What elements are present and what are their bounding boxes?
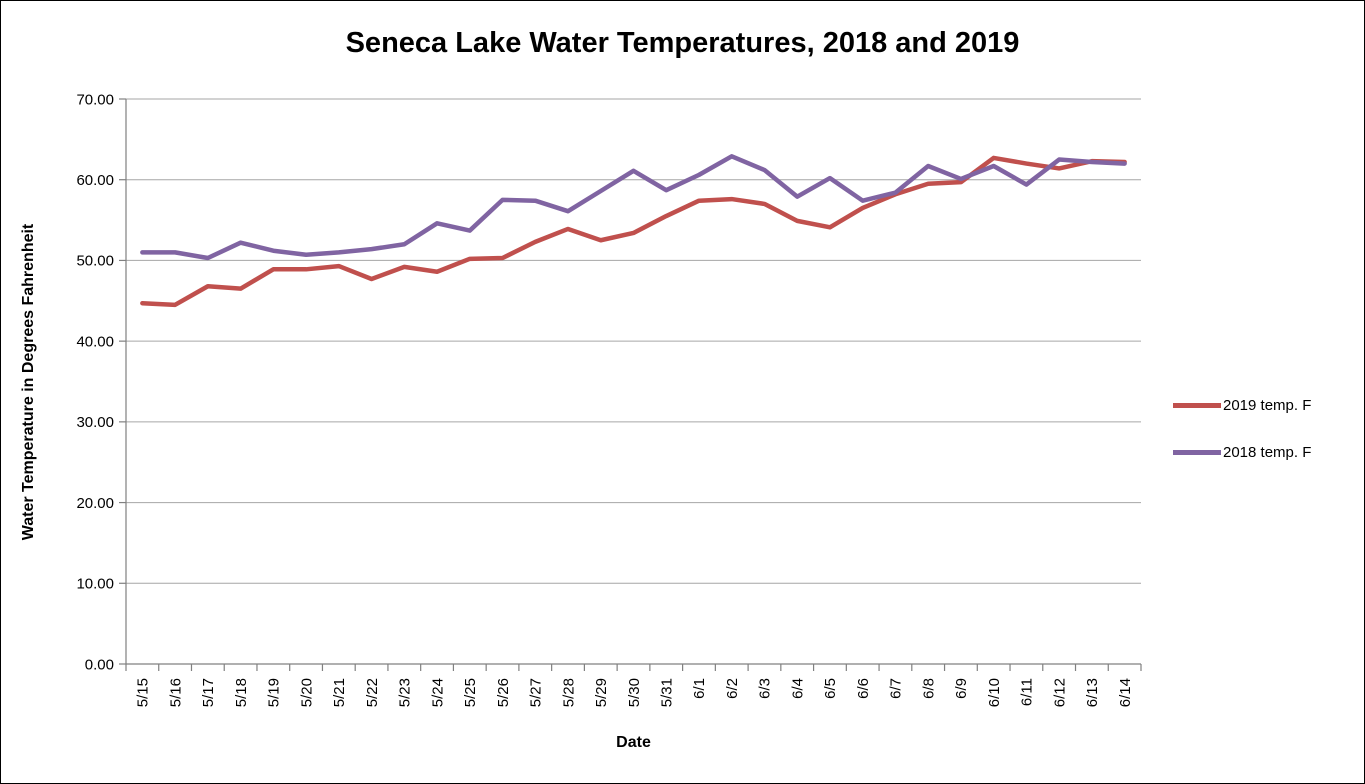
y-tick-label: 30.00 (76, 414, 114, 431)
x-tick-label: 5/21 (331, 678, 348, 707)
x-tick-label: 6/5 (822, 678, 839, 699)
series-line-2018-temp-f (140, 154, 1127, 261)
x-tick-label: 5/15 (135, 678, 152, 707)
x-tick-label: 5/22 (364, 678, 381, 707)
x-tick-label: 5/25 (462, 678, 479, 707)
x-tick-label: 6/10 (986, 678, 1003, 707)
x-tick-label: 6/6 (855, 678, 872, 699)
y-tick-label: 50.00 (76, 253, 114, 270)
legend-label-2019: 2019 temp. F (1223, 397, 1312, 414)
legend-swatch-2018-icon (1173, 450, 1221, 455)
x-tick-label: 5/28 (560, 678, 577, 707)
x-tick-label: 6/14 (1117, 678, 1134, 707)
y-tick-label: 20.00 (76, 495, 114, 512)
legend-entry-2018: 2018 temp. F (1173, 444, 1311, 461)
y-tick-label: 60.00 (76, 172, 114, 189)
x-tick-label: 5/19 (266, 678, 283, 707)
x-tick-label: 5/24 (429, 678, 446, 707)
legend-entry-2019: 2019 temp. F (1173, 397, 1311, 414)
x-tick-label: 5/30 (626, 678, 643, 707)
legend-label-2018: 2018 temp. F (1223, 444, 1312, 461)
x-tick-label: 6/7 (888, 678, 905, 699)
x-tick-label: 5/29 (593, 678, 610, 707)
x-tick-label: 6/11 (1019, 678, 1036, 706)
x-tick-label: 5/27 (528, 678, 545, 707)
x-tick-label: 6/3 (757, 678, 774, 699)
legend-swatch-2019-icon (1173, 403, 1221, 408)
x-tick-label: 5/17 (200, 678, 217, 707)
y-tick-label: 70.00 (76, 91, 114, 108)
y-tick-label: 10.00 (76, 576, 114, 593)
legend: 2019 temp. F 2018 temp. F (1173, 397, 1311, 461)
x-tick-label: 5/20 (298, 678, 315, 707)
y-tick-label: 0.00 (85, 656, 114, 673)
x-tick-label: 6/13 (1084, 678, 1101, 707)
x-tick-label: 5/18 (233, 678, 250, 707)
series-line-2019-temp-f (140, 155, 1127, 308)
x-tick-label: 6/12 (1051, 678, 1068, 707)
x-tick-label: 6/1 (691, 678, 708, 699)
x-tick-label: 5/26 (495, 678, 512, 707)
x-tick-label: 6/2 (724, 678, 741, 699)
x-tick-label: 6/9 (953, 678, 970, 699)
x-tick-label: 5/23 (397, 678, 414, 707)
y-tick-label: 40.00 (76, 333, 114, 350)
x-axis-title: Date (616, 734, 651, 751)
chart-title: Seneca Lake Water Temperatures, 2018 and… (345, 27, 1020, 59)
x-tick-label: 5/31 (658, 678, 675, 707)
x-tick-label: 5/16 (167, 678, 184, 707)
x-tick-label: 6/8 (920, 678, 937, 699)
x-tick-label: 6/4 (789, 678, 806, 699)
